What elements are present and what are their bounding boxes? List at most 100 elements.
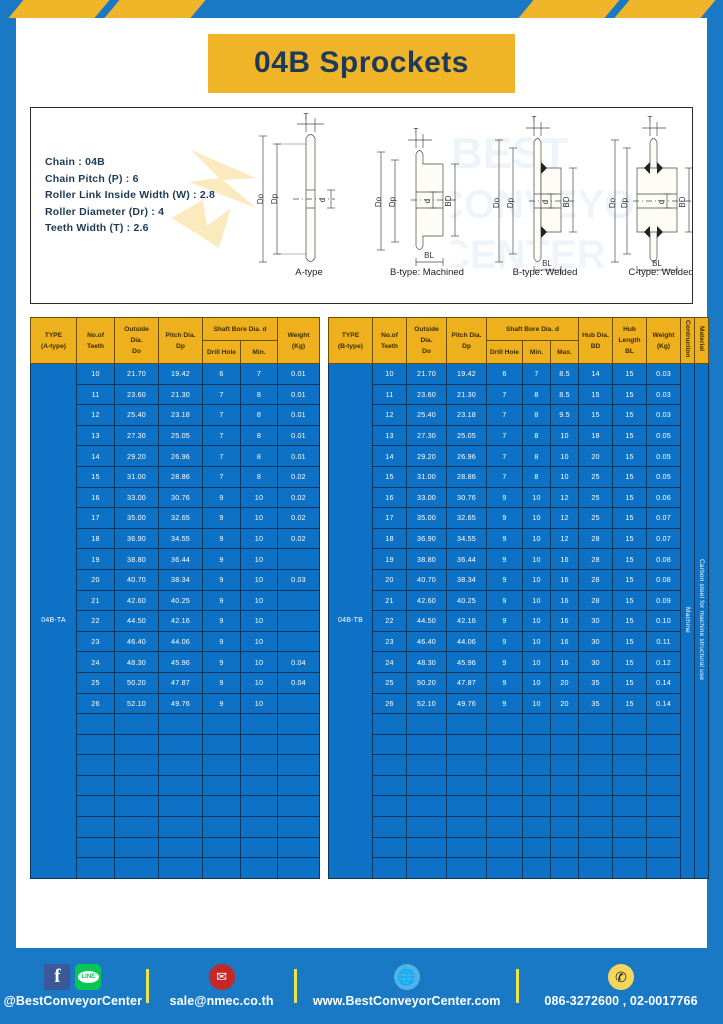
cell-blank [277,733,320,756]
cell-drill: 9 [486,527,523,550]
cell-bl: 15 [612,568,648,591]
table-row: 15 31.00 28.86 7 8 0.02 [31,465,320,488]
footer-social-label: @BestConveyorCenter [3,994,143,1008]
spec-line-teeth: Teeth Width (T) : 2.6 [45,222,149,234]
cell-weight: 0.03 [646,383,682,406]
spec-line-pitch: Chain Pitch (P) : 6 [45,172,139,185]
footer-social[interactable]: f LINE @BestConveyorCenter [0,964,146,1008]
cell-blank [578,816,614,838]
table-row: 12 25.40 23.18 7 8 0.01 [31,404,320,426]
footer-website[interactable]: 🌐 www.BestConveyorCenter.com [297,964,516,1008]
cell-do: 21.70 [406,363,447,385]
footer-email[interactable]: ✉ sale@nmec.co.th [149,964,295,1008]
cell-do: 46.40 [406,630,447,653]
dim-label-T: T [532,115,537,124]
globe-icon[interactable]: 🌐 [393,964,420,990]
cell-drill: 9 [486,692,523,715]
cell-max: 9.5 [549,404,580,426]
drawing-caption-b-welded: B-type: Welded [512,267,578,278]
cell-blank [522,713,551,735]
cell-dp: 32.65 [158,507,203,529]
cell-dp: 23.18 [446,404,487,426]
cell-teeth: 12 [76,404,115,426]
cell-max: 10 [549,465,580,488]
col-header-type-b: TYPE (B-type) [328,317,373,364]
chevron-shape [614,0,716,18]
table-row-blank [31,733,320,756]
col-header-teeth-b: No.of Teeth [372,317,407,364]
cell-blank [114,754,159,776]
spec-line-roller: Roller Diameter (Dr) : 4 [45,205,165,218]
cell-blank [646,713,682,735]
cell-drill: 9 [202,671,241,694]
cell-min: 10 [240,692,278,715]
cell-blank [240,713,278,735]
cell-bd: 25 [578,507,614,529]
cell-blank [549,754,580,776]
cell-teeth: 22 [372,610,407,632]
page-title-wrap: 04B Sprockets [16,18,707,93]
cell-bl: 15 [612,383,648,406]
cell-weight: 0.01 [277,383,320,406]
cell-weight: 0.09 [646,589,682,612]
cell-blank [158,836,203,859]
cell-bd: 30 [578,610,614,632]
drawing-c-type-welded: T [601,112,692,282]
dim-label-d: d [541,200,550,204]
cell-weight: 0.10 [646,610,682,632]
cell-do: 42.60 [406,589,447,612]
col-header-outside-dia-a: Outside Dia. Do [114,317,159,364]
email-icon[interactable]: ✉ [208,964,235,990]
cell-teeth: 15 [372,465,407,488]
facebook-icon[interactable]: f [44,964,71,990]
cell-blank [158,713,203,735]
cell-teeth: 19 [372,548,407,570]
phone-icon[interactable]: ✆ [608,964,635,990]
cell-blank [372,816,407,838]
cell-drill: 9 [202,486,241,509]
cell-blank [522,774,551,797]
col-header-drill-hole-a: Drill Hole [202,340,241,364]
spec-line-width: Roller Link Inside Width (W) : 2.8 [45,189,216,201]
cell-blank [372,857,407,879]
cell-dp: 40.25 [446,589,487,612]
cell-dp: 30.76 [158,486,203,509]
cell-do: 33.00 [114,486,159,509]
cell-blank [372,733,407,756]
col-header-shaft-bore-a: Shaft Bore Dia. d [202,317,278,341]
cell-drill: 9 [202,630,241,653]
cell-teeth: 24 [372,651,407,673]
dim-label-T: T [648,115,653,124]
cell-weight: 0.05 [646,445,682,467]
table-row: 11 23.60 21.30 7 8 0.01 [31,383,320,406]
cell-weight: 0.11 [646,630,682,653]
cell-blank [446,816,487,838]
cell-teeth: 10 [372,363,407,385]
cell-blank [522,816,551,838]
col-header-construction-b: Contruction [680,317,696,364]
table-row-blank [329,857,709,879]
cell-drill: 9 [202,651,241,673]
cell-blank [372,713,407,735]
table-row: 25 50.20 47.87 9 10 0.04 [31,671,320,694]
line-icon[interactable]: LINE [75,964,102,990]
cell-teeth: 16 [76,486,115,509]
cell-dp: 45.96 [158,651,203,673]
cell-blank [114,816,159,838]
footer-phone[interactable]: ✆ 086-3272600 , 02-0017766 [519,964,723,1008]
table-row: 26 52.10 49.76 9 10 [31,692,320,715]
table-row-blank [329,713,709,735]
cell-blank [612,733,648,756]
cell-blank [446,713,487,735]
drawing-a-type: T [249,112,369,282]
col-header-hub-dia-b: Hub Dia. BD [578,317,614,364]
cell-min: 10 [522,548,551,570]
cell-dp: 45.96 [446,651,487,673]
cell-blank [202,795,241,818]
col-header-weight-b: Weight (Kg) [646,317,682,364]
cell-min: 10 [522,630,551,653]
cell-blank [277,795,320,818]
cell-bl: 15 [612,548,648,570]
cell-blank [114,713,159,735]
cell-blank [486,857,523,879]
